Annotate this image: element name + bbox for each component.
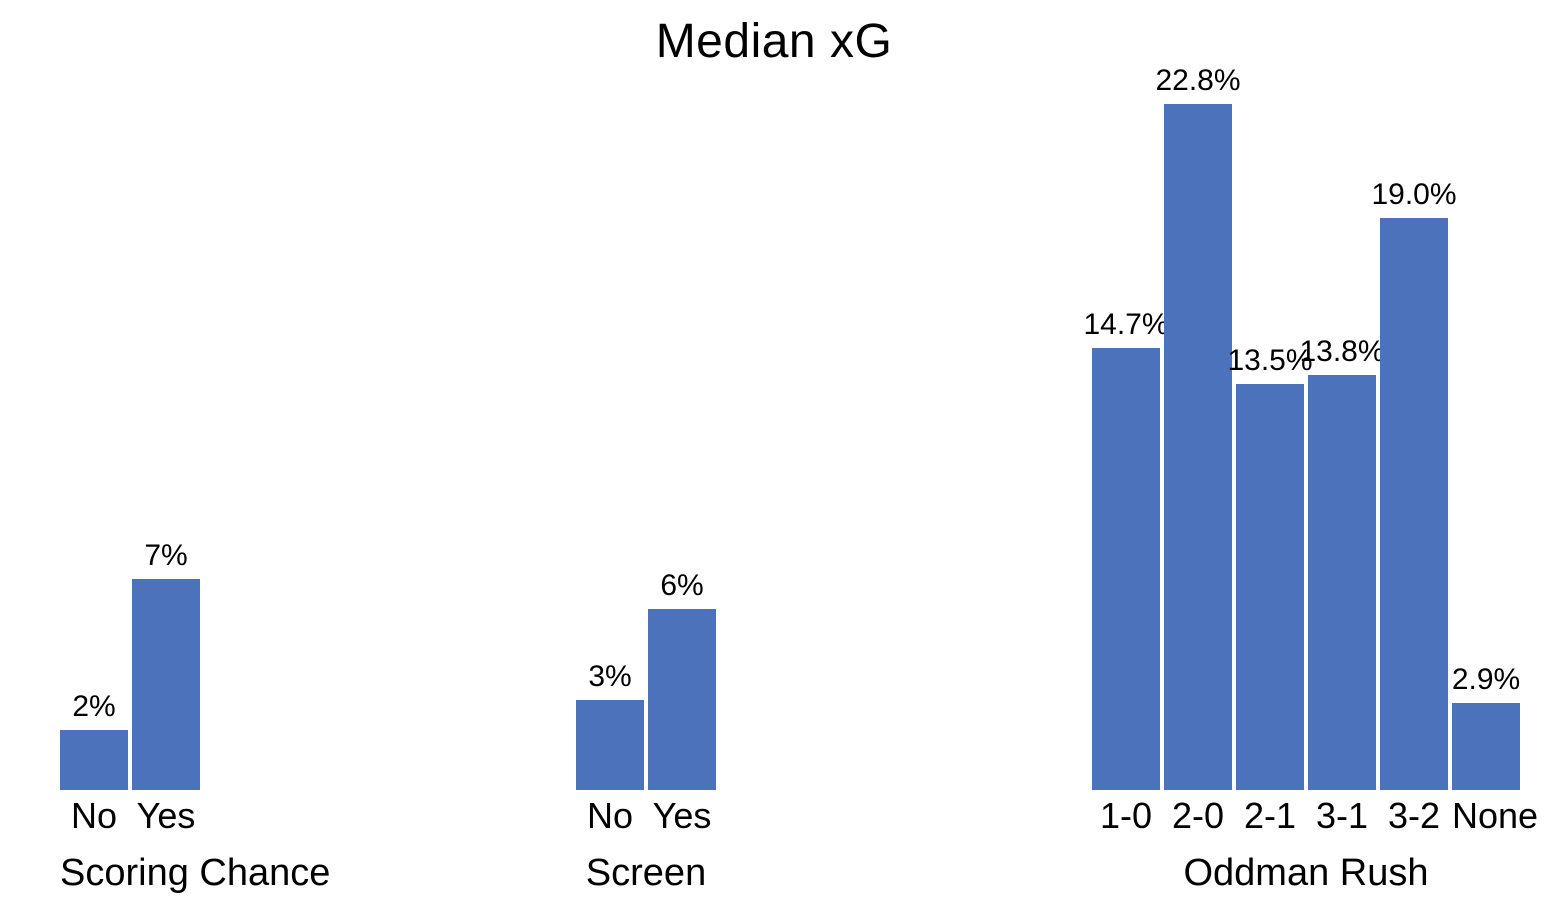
bar-group: 14.7% 22.8% 13.5% 13.8% 19.0% 2.9% (1083, 63, 1520, 790)
bar-column: 2.9% (1452, 662, 1520, 790)
bar-value-label: 22.8% (1155, 63, 1241, 97)
bar-group: 3% 6% (576, 568, 716, 790)
bar (132, 579, 200, 790)
chart-title: Median xG (655, 15, 893, 68)
facet-screen: 3% 6% No Yes Screen (576, 0, 716, 910)
facet-scoring-chance: 2% 7% No Yes Scoring Chance (60, 0, 331, 910)
category-tick: 3-2 (1387, 795, 1441, 836)
bar-value-label: 6% (660, 569, 704, 603)
bar-column: 3% (576, 659, 644, 790)
bar (576, 699, 644, 790)
category-axis: No Yes (60, 797, 200, 835)
bar (1380, 218, 1448, 790)
bar-column: 6% (648, 568, 716, 790)
bar-value-label: 2.9% (1451, 662, 1521, 696)
category-tick: Yes (652, 795, 712, 836)
bar-value-label: 3% (588, 659, 632, 693)
category-tick: Yes (136, 795, 196, 836)
bar (1092, 347, 1160, 790)
category-axis: No Yes (576, 797, 716, 835)
category-tick: 2-1 (1243, 795, 1297, 836)
bar (648, 609, 716, 790)
bar-value-label: 13.8% (1299, 334, 1385, 368)
category-axis: 1-0 2-0 2-1 3-1 3-2 None (1092, 795, 1539, 836)
bar-column: 7% (132, 538, 200, 790)
bar-column: 14.7% (1083, 307, 1169, 790)
bar-value-label: 19.0% (1371, 178, 1457, 212)
bar (1308, 374, 1376, 790)
facet-title: Screen (585, 852, 707, 894)
bar-value-label: 7% (144, 539, 188, 573)
bar (1236, 383, 1304, 790)
category-tick: 2-0 (1171, 795, 1225, 836)
facet-title: Scoring Chance (60, 852, 331, 894)
bar-column: 2% (60, 689, 128, 790)
category-tick: None (1452, 795, 1539, 836)
bar-column: 13.5% (1227, 343, 1313, 790)
category-tick: 1-0 (1099, 795, 1153, 836)
bar-column: 22.8% (1155, 63, 1241, 790)
bar-column: 13.8% (1299, 334, 1385, 790)
category-tick: No (586, 795, 634, 836)
bar-group: 2% 7% (60, 538, 200, 790)
bar-column: 19.0% (1371, 177, 1457, 790)
facet-title: Oddman Rush (1183, 852, 1429, 894)
bar (60, 729, 128, 790)
bar-value-label: 13.5% (1227, 343, 1313, 377)
category-tick: 3-1 (1315, 795, 1369, 836)
category-tick: No (70, 795, 118, 836)
bar (1452, 702, 1520, 790)
bar-value-label: 2% (72, 689, 116, 723)
bar-value-label: 14.7% (1083, 307, 1169, 341)
facet-oddman-rush: 14.7% 22.8% 13.5% 13.8% 19.0% 2.9% (1083, 0, 1539, 910)
bar (1164, 103, 1232, 790)
